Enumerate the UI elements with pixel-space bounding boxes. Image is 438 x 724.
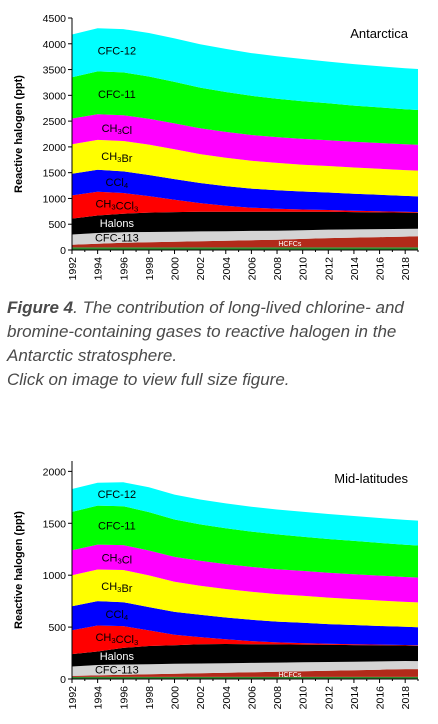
- x-tick-label: 2012: [323, 257, 335, 281]
- band-label-halons: Halons: [100, 651, 135, 663]
- band-label-ch3cl: CH3Cl: [102, 123, 133, 137]
- area-halons: [72, 211, 418, 235]
- area-cfc-113: [72, 661, 418, 676]
- area-halons: [72, 644, 418, 667]
- area-ch3br: [72, 139, 418, 197]
- y-tick-label: 500: [48, 622, 66, 634]
- figure-caption[interactable]: Figure 4. The contribution of long-lived…: [7, 296, 435, 392]
- y-tick-label: 1000: [43, 570, 67, 582]
- area-ch3cl: [72, 544, 418, 603]
- band-label-cfc-11: CFC-11: [98, 89, 136, 101]
- area-cfc-12: [72, 482, 418, 546]
- x-tick-label: 2010: [298, 686, 310, 710]
- x-tick-label: 1998: [144, 686, 156, 710]
- area-short-lived: [72, 676, 418, 679]
- x-tick-label: 2000: [170, 257, 182, 281]
- y-tick-label: 500: [48, 219, 66, 231]
- x-tick-label: 2018: [400, 686, 412, 710]
- x-tick-label: 1992: [67, 257, 79, 281]
- caption-text: . The contribution of long-lived chlorin…: [7, 298, 404, 365]
- x-tick-label: 1996: [118, 686, 130, 710]
- area-ch3ccl3: [72, 625, 418, 655]
- x-tick-label: 2000: [170, 686, 182, 710]
- y-axis-label: Reactive halogen (ppt): [13, 75, 25, 193]
- area-ch3cl: [72, 114, 418, 171]
- y-tick-label: 4500: [43, 13, 67, 25]
- band-label-cfc-113: CFC-113: [95, 665, 139, 677]
- x-tick-label: 1992: [67, 686, 79, 710]
- y-axis-label: Reactive halogen (ppt): [13, 511, 25, 629]
- antarctica-chart[interactable]: CFC-113 Halons CH3CCl3 CCl4 CH3Br CH3Cl CFC-11…: [0, 0, 438, 292]
- y-tick-label: 0: [60, 245, 66, 257]
- band-label-hcfcs: HCFCs: [278, 672, 301, 679]
- y-tick-label: 2000: [43, 466, 67, 478]
- x-tick-label: 1994: [93, 257, 105, 281]
- y-tick-label: 3500: [43, 65, 67, 77]
- band-label-ch3br: CH3Br: [101, 581, 133, 595]
- y-tick-label: 1000: [43, 193, 67, 205]
- x-tick-label: 2016: [375, 686, 387, 710]
- x-tick-label: 1996: [118, 257, 130, 281]
- x-tick-label: 2006: [246, 686, 258, 710]
- x-tick-label: 2008: [272, 686, 284, 710]
- x-tick-label: 1998: [144, 257, 156, 281]
- panel-title: Antarctica: [350, 26, 409, 41]
- band-label-cfc-113: CFC-113: [95, 232, 139, 244]
- area-cfc-113: [72, 228, 418, 245]
- x-tick-label: 2014: [349, 686, 361, 710]
- band-label-ch3cl: CH3Cl: [102, 553, 133, 567]
- y-tick-label: 1500: [43, 168, 67, 180]
- area-cfc-11: [72, 71, 418, 145]
- mid-latitudes-chart-svg: CFC-113 Halons CH3CCl3 CCl4 CH3Br CH3Cl CFC-11…: [13, 461, 419, 710]
- area-hcfcs: [72, 669, 418, 677]
- band-label-cfc-12: CFC-12: [98, 489, 137, 501]
- x-tick-label: 2004: [221, 257, 233, 281]
- area-ccl4: [72, 601, 418, 646]
- band-label-cfc-11: CFC-11: [98, 521, 136, 533]
- band-label-ch3ccl3: CH3CCl3: [95, 198, 138, 213]
- band-label-ch3ccl3: CH3CCl3: [95, 632, 138, 647]
- antarctica-chart-svg: CFC-113 Halons CH3CCl3 CCl4 CH3Br CH3Cl CFC-11…: [13, 13, 419, 281]
- area-cfc-12: [72, 28, 418, 110]
- y-tick-label: 2500: [43, 116, 67, 128]
- x-tick-label: 2016: [375, 257, 387, 281]
- x-tick-label: 2004: [221, 686, 233, 710]
- x-tick-label: 2002: [195, 257, 207, 281]
- y-tick-label: 2000: [43, 142, 67, 154]
- mid-latitudes-chart[interactable]: CFC-113 Halons CH3CCl3 CCl4 CH3Br CH3Cl CFC-11…: [0, 449, 438, 719]
- area-short-lived: [72, 247, 418, 250]
- x-tick-label: 2006: [246, 257, 258, 281]
- x-tick-label: 2002: [195, 686, 207, 710]
- area-hcfcs: [72, 236, 418, 248]
- area-cfc-11: [72, 505, 418, 578]
- band-label-cfc-12: CFC-12: [98, 46, 137, 58]
- y-tick-label: 1500: [43, 518, 67, 530]
- y-tick-label: 3000: [43, 90, 67, 102]
- y-tick-label: 4000: [43, 39, 67, 51]
- band-label-ccl4: CCl4: [106, 177, 129, 190]
- area-ccl4: [72, 169, 418, 213]
- band-label-ccl4: CCl4: [106, 609, 129, 622]
- x-tick-label: 2018: [400, 257, 412, 281]
- x-tick-label: 2014: [349, 257, 361, 281]
- area-ch3ccl3: [72, 191, 418, 219]
- panel-title: Mid-latitudes: [334, 471, 408, 486]
- x-tick-label: 2010: [298, 257, 310, 281]
- caption-link[interactable]: Click on image to view full size figure.: [7, 370, 290, 389]
- y-tick-label: 0: [60, 674, 66, 686]
- band-label-halons: Halons: [100, 218, 135, 230]
- band-label-ch3br: CH3Br: [101, 151, 133, 165]
- x-tick-label: 2012: [323, 686, 335, 710]
- caption-figure-label: Figure 4: [7, 298, 74, 317]
- x-tick-label: 1994: [93, 686, 105, 710]
- area-ch3br: [72, 569, 418, 628]
- x-tick-label: 2008: [272, 257, 284, 281]
- band-label-hcfcs: HCFCs: [278, 241, 301, 248]
